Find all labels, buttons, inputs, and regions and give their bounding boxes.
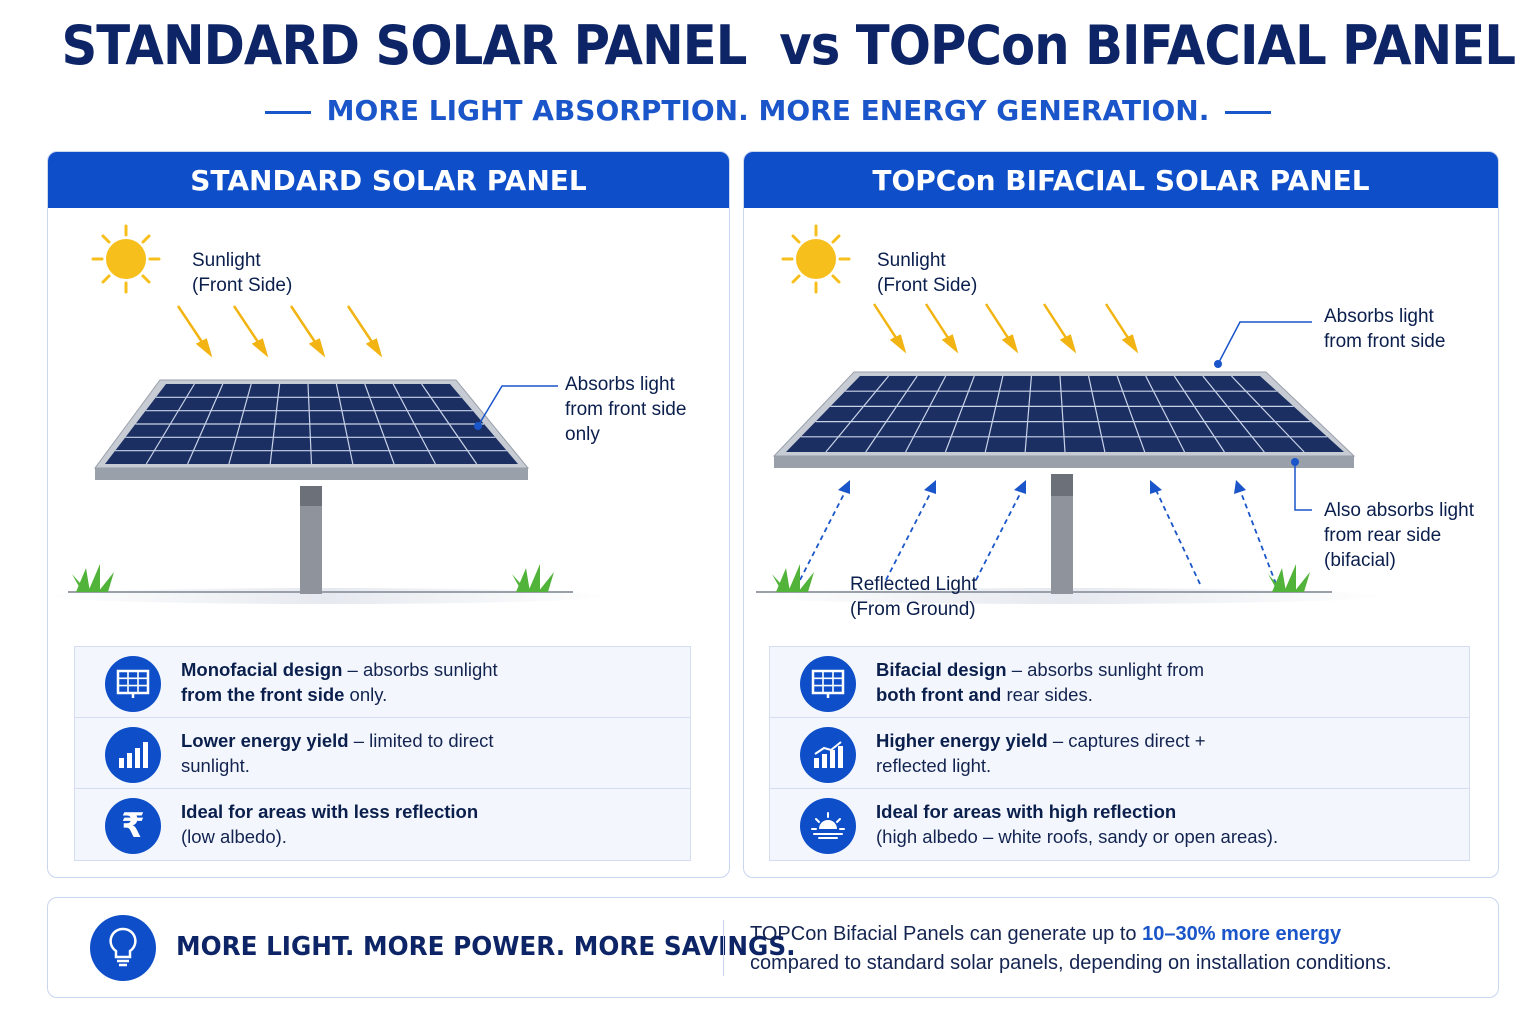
- standard-panel-card: STANDARD SOLAR PANEL: [47, 151, 730, 878]
- standard-panel-header: STANDARD SOLAR PANEL: [48, 152, 729, 208]
- bifacial-panel-header: TOPCon BIFACIAL SOLAR PANEL: [744, 152, 1498, 208]
- reflected-light-label: Reflected Light (From Ground): [850, 574, 977, 620]
- bifacial-panel-illustration: [744, 224, 1384, 604]
- bifacial-panel-card: TOPCon BIFACIAL SOLAR PANEL: [743, 151, 1499, 878]
- lightbulb-icon: [90, 915, 156, 981]
- standard-solar-panel: [94, 379, 530, 480]
- reflected-light-arrows: [799, 489, 1277, 585]
- bifacial-features-list: Bifacial design – absorbs sunlight from b…: [769, 646, 1470, 861]
- feature-low-albedo: ₹ Ideal for areas with less reflection (l…: [75, 789, 690, 860]
- feature-higher-yield: Higher energy yield – captures direct + r…: [770, 718, 1469, 789]
- sun-reflection-icon: [800, 798, 856, 854]
- absorb-rear-label: Also absorbs light from rear side (bifacia…: [1324, 500, 1474, 571]
- subtitle-rule-left: [264, 110, 311, 114]
- feature-high-albedo: Ideal for areas with high reflection (hig…: [770, 789, 1469, 860]
- feature-monofacial: Monofacial design – absorbs sunlight from…: [75, 647, 690, 718]
- sun-icon: [91, 224, 161, 294]
- absorb-front-label: Absorbs light from front side only: [565, 374, 687, 445]
- absorb-rear-callout-line: [1294, 462, 1312, 511]
- grass-icon: [772, 564, 1310, 592]
- growth-chart-icon: [800, 727, 856, 783]
- page-title: STANDARD SOLAR PANEL vs TOPCon BIFACIAL …: [61, 14, 1516, 77]
- rupee-icon: ₹: [105, 798, 161, 854]
- standard-panel-illustration: [48, 224, 608, 604]
- sunlight-label: Sunlight (Front Side): [192, 250, 293, 296]
- grass-icon: [72, 564, 554, 592]
- bar-chart-icon: [105, 727, 161, 783]
- sunlight-label: Sunlight (Front Side): [877, 250, 978, 296]
- feature-lower-yield: Lower energy yield – limited to direct su…: [75, 718, 690, 789]
- sunlight-arrows: [176, 305, 383, 358]
- bifacial-solar-panel: [772, 371, 1356, 468]
- panel-pole: [1051, 474, 1073, 594]
- page-subtitle: MORE LIGHT ABSORPTION. MORE ENERGY GENER…: [0, 94, 1536, 127]
- footer-divider: [723, 920, 724, 976]
- feature-bifacial: Bifacial design – absorbs sunlight from b…: [770, 647, 1469, 718]
- standard-features-list: Monofacial design – absorbs sunlight from…: [74, 646, 691, 861]
- absorb-callout-line: [477, 385, 558, 427]
- absorb-front-callout-line: [1217, 321, 1312, 365]
- sun-icon: [781, 224, 851, 294]
- sunlight-arrows: [872, 303, 1139, 354]
- solar-panel-icon: [105, 656, 161, 712]
- subtitle-rule-right: [1225, 110, 1272, 114]
- solar-panel-icon: [800, 656, 856, 712]
- footer-slogan: MORE LIGHT. MORE POWER. MORE SAVINGS.: [176, 932, 796, 962]
- subtitle-text: MORE LIGHT ABSORPTION. MORE ENERGY GENER…: [326, 94, 1210, 127]
- footer-banner: MORE LIGHT. MORE POWER. MORE SAVINGS. TO…: [47, 897, 1499, 998]
- footer-note: TOPCon Bifacial Panels can generate up t…: [750, 923, 1392, 974]
- panel-pole: [300, 486, 322, 594]
- absorb-front-label: Absorbs light from front side: [1324, 306, 1446, 352]
